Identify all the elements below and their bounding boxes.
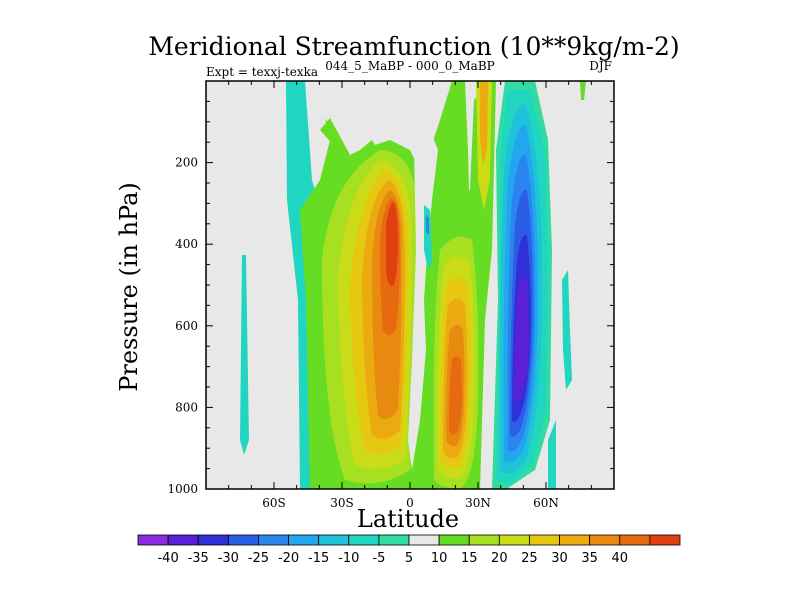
experiment-label: Expt = texxj-texka xyxy=(206,65,318,79)
colorbar-swatch xyxy=(227,534,259,546)
colorbar-label: -20 xyxy=(278,551,299,566)
colorbar-swatch xyxy=(167,534,199,546)
colorbar-swatch xyxy=(348,534,380,546)
colorbar-swatch xyxy=(197,534,229,546)
contour-field xyxy=(240,81,586,489)
contour-darkorange-north xyxy=(449,356,462,435)
colorbar-label: -30 xyxy=(218,551,239,566)
y-tick-label: 200 xyxy=(175,156,198,170)
colorbar-swatch xyxy=(529,534,560,546)
colorbar-label: 40 xyxy=(612,551,629,566)
x-tick-label: 60N xyxy=(533,496,559,510)
y-axis-ticks: 200 400 600 800 1000 xyxy=(167,100,614,496)
contour-teal-east-floor xyxy=(548,420,556,489)
colorbar-label: 20 xyxy=(491,551,508,566)
x-tick-label: 0 xyxy=(406,496,414,510)
y-tick-label: 400 xyxy=(175,237,198,251)
contour-indigo-neg xyxy=(514,275,529,403)
colorbar-label: -40 xyxy=(157,551,178,566)
colorbar-label: -15 xyxy=(308,551,329,566)
colorbar-swatch xyxy=(619,534,651,546)
colorbar-swatch xyxy=(589,534,621,546)
colorbar-label: 30 xyxy=(551,551,568,566)
y-tick-label: 1000 xyxy=(167,482,198,496)
colorbar-swatch xyxy=(137,534,169,546)
colorbar-label: 15 xyxy=(461,551,478,566)
contour-blue-equator xyxy=(426,215,429,235)
colorbar-label: -10 xyxy=(338,551,359,566)
x-axis-ticks: 60S 30S 0 30N 60N xyxy=(228,81,592,510)
colorbar-swatch xyxy=(498,534,530,546)
colorbar-label: -35 xyxy=(188,551,209,566)
x-axis-label: Latitude xyxy=(357,505,459,533)
y-tick-label: 800 xyxy=(175,400,198,414)
colorbar-label: -25 xyxy=(248,551,269,566)
y-tick-label: 600 xyxy=(175,319,198,333)
colorbar-swatch xyxy=(378,534,410,546)
colorbar-swatch xyxy=(258,534,289,546)
colorbar-label: 35 xyxy=(581,551,598,566)
colorbar-swatch xyxy=(318,534,350,546)
y-axis-label: Pressure (in hPa) xyxy=(115,182,143,392)
colorbar-label: 25 xyxy=(521,551,538,566)
contour-amber-plume-north xyxy=(480,81,488,165)
colorbar-label: 5 xyxy=(405,551,413,566)
x-tick-label: 30N xyxy=(465,496,491,510)
colorbar-label: -5 xyxy=(372,551,385,566)
colorbar-swatch xyxy=(288,534,320,546)
period-label: 044_5_MaBP - 000_0_MaBP xyxy=(325,59,494,73)
season-label: DJF xyxy=(589,59,612,73)
contour-green-plume xyxy=(320,118,378,175)
colorbar-swatch xyxy=(438,534,470,546)
colorbar-swatch xyxy=(649,534,681,546)
colorbar: -40 -35 -30 -25 -20 -15 -10 -5 5 10 15 20 25 30 35 40 xyxy=(137,534,681,566)
contour-green-east-tick xyxy=(580,81,586,100)
colorbar-swatch xyxy=(468,534,500,546)
colorbar-swatch xyxy=(408,534,440,546)
x-tick-label: 60S xyxy=(262,496,286,510)
colorbar-label: 10 xyxy=(431,551,448,566)
contour-red-south xyxy=(386,201,398,286)
contour-teal-south-strip xyxy=(240,255,249,455)
contour-teal-east-strip xyxy=(562,270,572,390)
chart-title: Meridional Streamfunction (10**9kg/m-2) xyxy=(148,32,679,61)
x-tick-label: 30S xyxy=(330,496,354,510)
contour-gap-equator xyxy=(408,130,438,470)
colorbar-swatch xyxy=(559,534,591,546)
